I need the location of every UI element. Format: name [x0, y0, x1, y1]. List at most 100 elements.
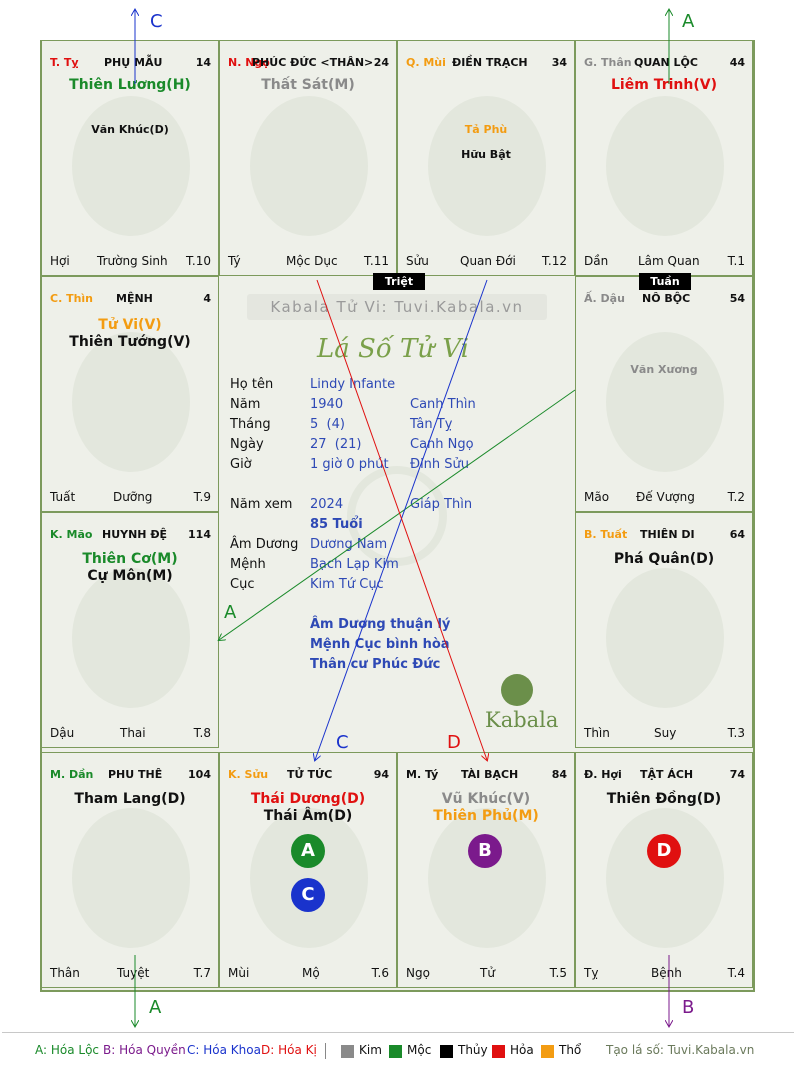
legend-separator — [325, 1043, 326, 1059]
palace-dien-trach[interactable]: Q. Mùi ĐIỀN TRẠCH 34 Tả Phù Hữu Bật Sửu … — [397, 40, 575, 276]
arrow-a-center — [219, 389, 576, 640]
palace-month: T.2 — [727, 490, 745, 504]
value-ho-ten: Lindy Infante — [310, 377, 396, 392]
label-am-duong: Âm Dương — [230, 537, 299, 552]
palace-name: NÔ BỘC — [642, 292, 691, 305]
tuan-tag: Tuần — [639, 273, 691, 290]
palace-huynh-de[interactable]: K. Mão HUYNH ĐỆ 114 Thiên Cơ(M) Cự Môn(M… — [41, 512, 219, 748]
palace-phase: Đế Vượng — [636, 490, 695, 504]
label-menh: Mệnh — [230, 557, 266, 572]
main-star: Thiên Đồng(D) — [606, 791, 722, 807]
triet-tag: Triệt — [373, 273, 425, 290]
palace-branch: Tý — [228, 254, 241, 268]
arrow-label-d-bottom: D — [447, 732, 461, 753]
label-nam: Năm — [230, 397, 261, 412]
palace-branch: Thân — [50, 966, 80, 980]
minor-star: Văn Xương — [630, 363, 698, 376]
main-star: Thái Dương(D) — [250, 791, 366, 807]
palace-name: THIÊN DI — [640, 528, 695, 541]
kabala-tree-icon — [501, 674, 533, 706]
palace-branch: Sửu — [406, 254, 429, 268]
palace-phu-mau[interactable]: T. Tỵ PHỤ MẪU 14 Thiên Lương(H) Văn Khúc… — [41, 40, 219, 276]
hoa-ki-marker: D — [647, 834, 681, 868]
swatch-moc — [389, 1045, 402, 1058]
palace-stem: Ấ. Dậu — [584, 292, 625, 305]
note-than-cu: Thân cư Phúc Đức — [310, 657, 441, 672]
palace-stem: Q. Mùi — [406, 56, 446, 69]
palace-age: 54 — [729, 292, 745, 305]
site-credit-link[interactable]: Tạo lá số: Tuvi.Kabala.vn — [606, 1043, 755, 1057]
legend-hoa-ki: D: Hóa Kị — [261, 1043, 317, 1057]
palace-month: T.4 — [727, 966, 745, 980]
value-cuc: Kim Tứ Cục — [310, 577, 384, 592]
palace-stem: Đ. Hợi — [584, 768, 622, 781]
value-ngay: 27 (21) — [310, 437, 362, 452]
arrow-label-b-bottom: B — [682, 997, 695, 1018]
palace-age: 114 — [188, 528, 211, 541]
kabala-brand: Kabala — [485, 708, 559, 732]
zodiac-monkey-watermark — [606, 96, 724, 236]
palace-phase: Bệnh — [651, 966, 682, 980]
main-star: Thiên Tướng(V) — [69, 334, 191, 350]
value-nam: 1940 — [310, 397, 344, 412]
legend-kim: Kim — [359, 1043, 382, 1057]
palace-thien-di[interactable]: B. Tuất THIÊN DI 64 Phá Quân(D) Thìn Suy… — [575, 512, 753, 748]
value-gio-can: Đinh Sửu — [410, 457, 470, 472]
hoa-khoa-marker: C — [291, 878, 325, 912]
palace-name: PHÚC ĐỨC <THÂN> — [252, 56, 374, 69]
note-menh-cuc: Mệnh Cục bình hòa — [310, 637, 450, 652]
value-gio: 1 giờ 0 phút — [310, 457, 389, 472]
palace-phase: Suy — [654, 726, 677, 740]
value-thang-can: Tân Tỵ — [410, 417, 453, 432]
center-info-panel: Kabala Tử Vi: Tuvi.Kabala.vn Lá Số Tử Vi… — [219, 276, 575, 752]
palace-branch: Dần — [584, 254, 609, 268]
label-cuc: Cục — [230, 577, 255, 592]
main-star: Phá Quân(D) — [613, 551, 715, 567]
zodiac-snake-watermark — [72, 96, 190, 236]
palace-stem: K. Sửu — [228, 768, 269, 781]
label-ho-ten: Họ tên — [230, 377, 274, 392]
main-star: Thiên Phủ(M) — [433, 808, 539, 824]
palace-tat-ach[interactable]: Đ. Hợi TẬT ÁCH 74 Thiên Đồng(D) Tỵ Bệnh … — [575, 752, 753, 988]
palace-branch: Ngọ — [406, 966, 430, 980]
palace-name: ĐIỀN TRẠCH — [452, 56, 528, 69]
palace-tai-bach[interactable]: M. Tý TÀI BẠCH 84 Vũ Khúc(V) Thiên Phủ(M… — [397, 752, 575, 988]
value-ngay-can: Canh Ngọ — [410, 437, 474, 452]
palace-name: QUAN LỘC — [634, 56, 698, 69]
minor-star: Hữu Bật — [461, 148, 511, 161]
label-nam-xem: Năm xem — [230, 497, 293, 512]
legend-thuy: Thủy — [458, 1043, 488, 1057]
palace-month: T.3 — [727, 726, 745, 740]
palace-age: 104 — [188, 768, 211, 781]
palace-no-boc[interactable]: Ấ. Dậu NÔ BỘC 54 Văn Xương Mão Đế Vượng … — [575, 276, 753, 512]
palace-branch: Mùi — [228, 966, 250, 980]
value-nam-xem-can: Giáp Thìn — [410, 497, 473, 512]
palace-age: 44 — [729, 56, 745, 69]
arrow-label-a-left: A — [224, 602, 237, 623]
palace-branch: Thìn — [584, 726, 610, 740]
palace-phase: Quan Đới — [460, 254, 516, 268]
palace-menh[interactable]: C. Thìn MỆNH 4 Tử Vi(V) Thiên Tướng(V) T… — [41, 276, 219, 512]
palace-month: T.1 — [727, 254, 745, 268]
palace-month: T.9 — [193, 490, 211, 504]
palace-phase: Trường Sinh — [97, 254, 168, 268]
main-star: Liêm Trinh(V) — [611, 77, 717, 93]
palace-age: 34 — [551, 56, 567, 69]
palace-phase: Mộc Dục — [286, 254, 338, 268]
palace-stem: T. Tỵ — [50, 56, 79, 69]
palace-stem: N. Ngọ — [228, 56, 270, 69]
main-star: Tham Lang(D) — [74, 791, 186, 807]
zodiac-rooster-watermark — [606, 332, 724, 472]
palace-phuc-duc[interactable]: N. Ngọ PHÚC ĐỨC <THÂN> 24 Thất Sát(M) Tý… — [219, 40, 397, 276]
label-thang: Tháng — [230, 417, 271, 432]
value-thang: 5 (4) — [310, 417, 345, 432]
arrow-d-center — [316, 279, 487, 760]
main-star: Vũ Khúc(V) — [441, 791, 531, 807]
zodiac-dog-watermark — [606, 568, 724, 708]
arrow-label-a-top: A — [682, 11, 695, 32]
palace-phu-the[interactable]: M. Dần PHU THÊ 104 Tham Lang(D) Thân Tuy… — [41, 752, 219, 988]
zodiac-horse-watermark — [250, 96, 368, 236]
zodiac-goat-watermark — [428, 96, 546, 236]
palace-month: T.7 — [193, 966, 211, 980]
